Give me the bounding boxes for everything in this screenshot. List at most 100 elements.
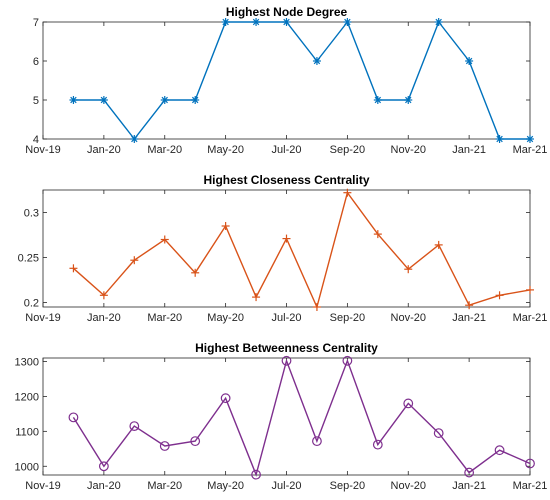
x-tick-label: Mar-21 xyxy=(513,480,548,492)
x-tick-label: Nov-19 xyxy=(25,312,60,324)
x-tick-label: Nov-20 xyxy=(391,144,426,156)
x-tick-label: May-20 xyxy=(207,144,244,156)
marker-stroke xyxy=(283,18,290,26)
data-point xyxy=(342,355,353,366)
data-point xyxy=(494,445,505,456)
marker-stroke xyxy=(526,135,534,143)
marker-stroke xyxy=(465,57,473,65)
marker-circle xyxy=(129,421,140,432)
y-tick-label: 6 xyxy=(33,56,39,68)
x-tick-label: Mar-20 xyxy=(147,144,182,156)
data-point xyxy=(282,234,291,243)
data-point xyxy=(129,421,140,432)
data-point xyxy=(465,57,474,65)
marker-circle xyxy=(525,458,535,469)
x-tick-label: Mar-21 xyxy=(513,312,548,324)
data-point xyxy=(495,291,504,300)
data-point xyxy=(191,96,200,104)
x-tick-label: Nov-20 xyxy=(391,312,426,324)
data-point xyxy=(159,441,170,451)
y-tick-label: 7 xyxy=(33,17,39,29)
marker-circle xyxy=(281,355,292,366)
marker-stroke xyxy=(405,96,412,104)
x-tick-label: Sep-20 xyxy=(330,144,365,156)
marker-stroke xyxy=(222,18,229,26)
series-line xyxy=(73,20,530,141)
data-point xyxy=(160,96,169,104)
y-tick-label: 5 xyxy=(33,95,39,107)
data-point xyxy=(526,285,534,294)
series-line xyxy=(72,358,531,477)
x-tick-label: Nov-19 xyxy=(25,144,60,156)
data-point xyxy=(69,96,78,104)
y-tick-label: 1200 xyxy=(15,391,39,403)
data-point xyxy=(343,188,352,197)
data-point xyxy=(343,18,352,26)
data-point xyxy=(373,96,382,104)
data-point xyxy=(98,461,109,472)
data-point xyxy=(252,18,261,26)
data-point xyxy=(312,436,322,447)
x-tick-label: Mar-21 xyxy=(513,144,548,156)
marker-stroke xyxy=(131,135,138,143)
x-tick-label: Nov-20 xyxy=(391,480,426,492)
x-tick-label: Jan-20 xyxy=(87,480,121,492)
marker-circle xyxy=(220,393,231,404)
y-tick-label: 0.25 xyxy=(18,253,39,265)
x-tick-label: Jan-21 xyxy=(452,480,486,492)
chart-title: Highest Closeness Centrality xyxy=(203,173,369,187)
marker-circle xyxy=(68,412,79,423)
y-tick-label: 0.3 xyxy=(24,208,39,220)
marker-circle xyxy=(159,441,170,451)
x-tick-label: Jan-21 xyxy=(452,144,486,156)
x-tick-label: Jan-20 xyxy=(87,144,121,156)
x-tick-label: Mar-20 xyxy=(147,480,182,492)
marker-circle xyxy=(190,436,201,447)
data-point xyxy=(99,96,108,104)
data-point xyxy=(221,222,230,230)
data-point xyxy=(525,458,535,469)
x-tick-label: May-20 xyxy=(207,480,244,492)
data-point xyxy=(404,96,413,104)
marker-stroke xyxy=(70,96,77,104)
marker-stroke xyxy=(191,96,199,104)
marker-stroke xyxy=(496,135,503,143)
data-point xyxy=(251,469,261,480)
data-point xyxy=(69,264,78,273)
plot-area xyxy=(42,189,531,308)
data-point xyxy=(465,301,474,310)
chart-panel: Highest Betweenness Centrality Nov-19 Jan-… xyxy=(15,341,548,492)
marker-circle xyxy=(433,428,444,438)
y-tick-label: 1100 xyxy=(15,426,39,438)
y-tick-label: 4 xyxy=(33,134,39,146)
x-tick-label: Jan-21 xyxy=(452,312,486,324)
marker-circle xyxy=(251,469,261,480)
marker-stroke xyxy=(344,18,351,26)
data-point xyxy=(404,265,413,274)
marker-circle xyxy=(312,436,322,447)
series-line xyxy=(72,191,531,310)
data-point xyxy=(373,230,382,239)
data-point xyxy=(372,439,383,450)
data-point xyxy=(130,135,139,143)
x-tick-label: Nov-19 xyxy=(25,480,60,492)
y-tick-label: 1300 xyxy=(15,356,39,368)
marker-circle xyxy=(372,439,383,450)
data-point xyxy=(433,428,444,438)
x-tick-label: Sep-20 xyxy=(330,312,365,324)
marker-circle xyxy=(342,355,353,366)
data-point xyxy=(220,393,231,404)
data-point xyxy=(190,436,201,447)
data-point xyxy=(221,18,230,26)
data-point xyxy=(464,467,475,478)
data-point xyxy=(282,18,291,26)
marker-stroke xyxy=(435,18,442,26)
data-point xyxy=(312,303,321,311)
marker-circle xyxy=(98,461,109,472)
x-tick-label: Jul-20 xyxy=(272,312,302,324)
data-point xyxy=(312,57,321,65)
plot-area xyxy=(42,21,531,140)
x-tick-label: May-20 xyxy=(207,312,244,324)
marker-stroke xyxy=(252,18,260,26)
